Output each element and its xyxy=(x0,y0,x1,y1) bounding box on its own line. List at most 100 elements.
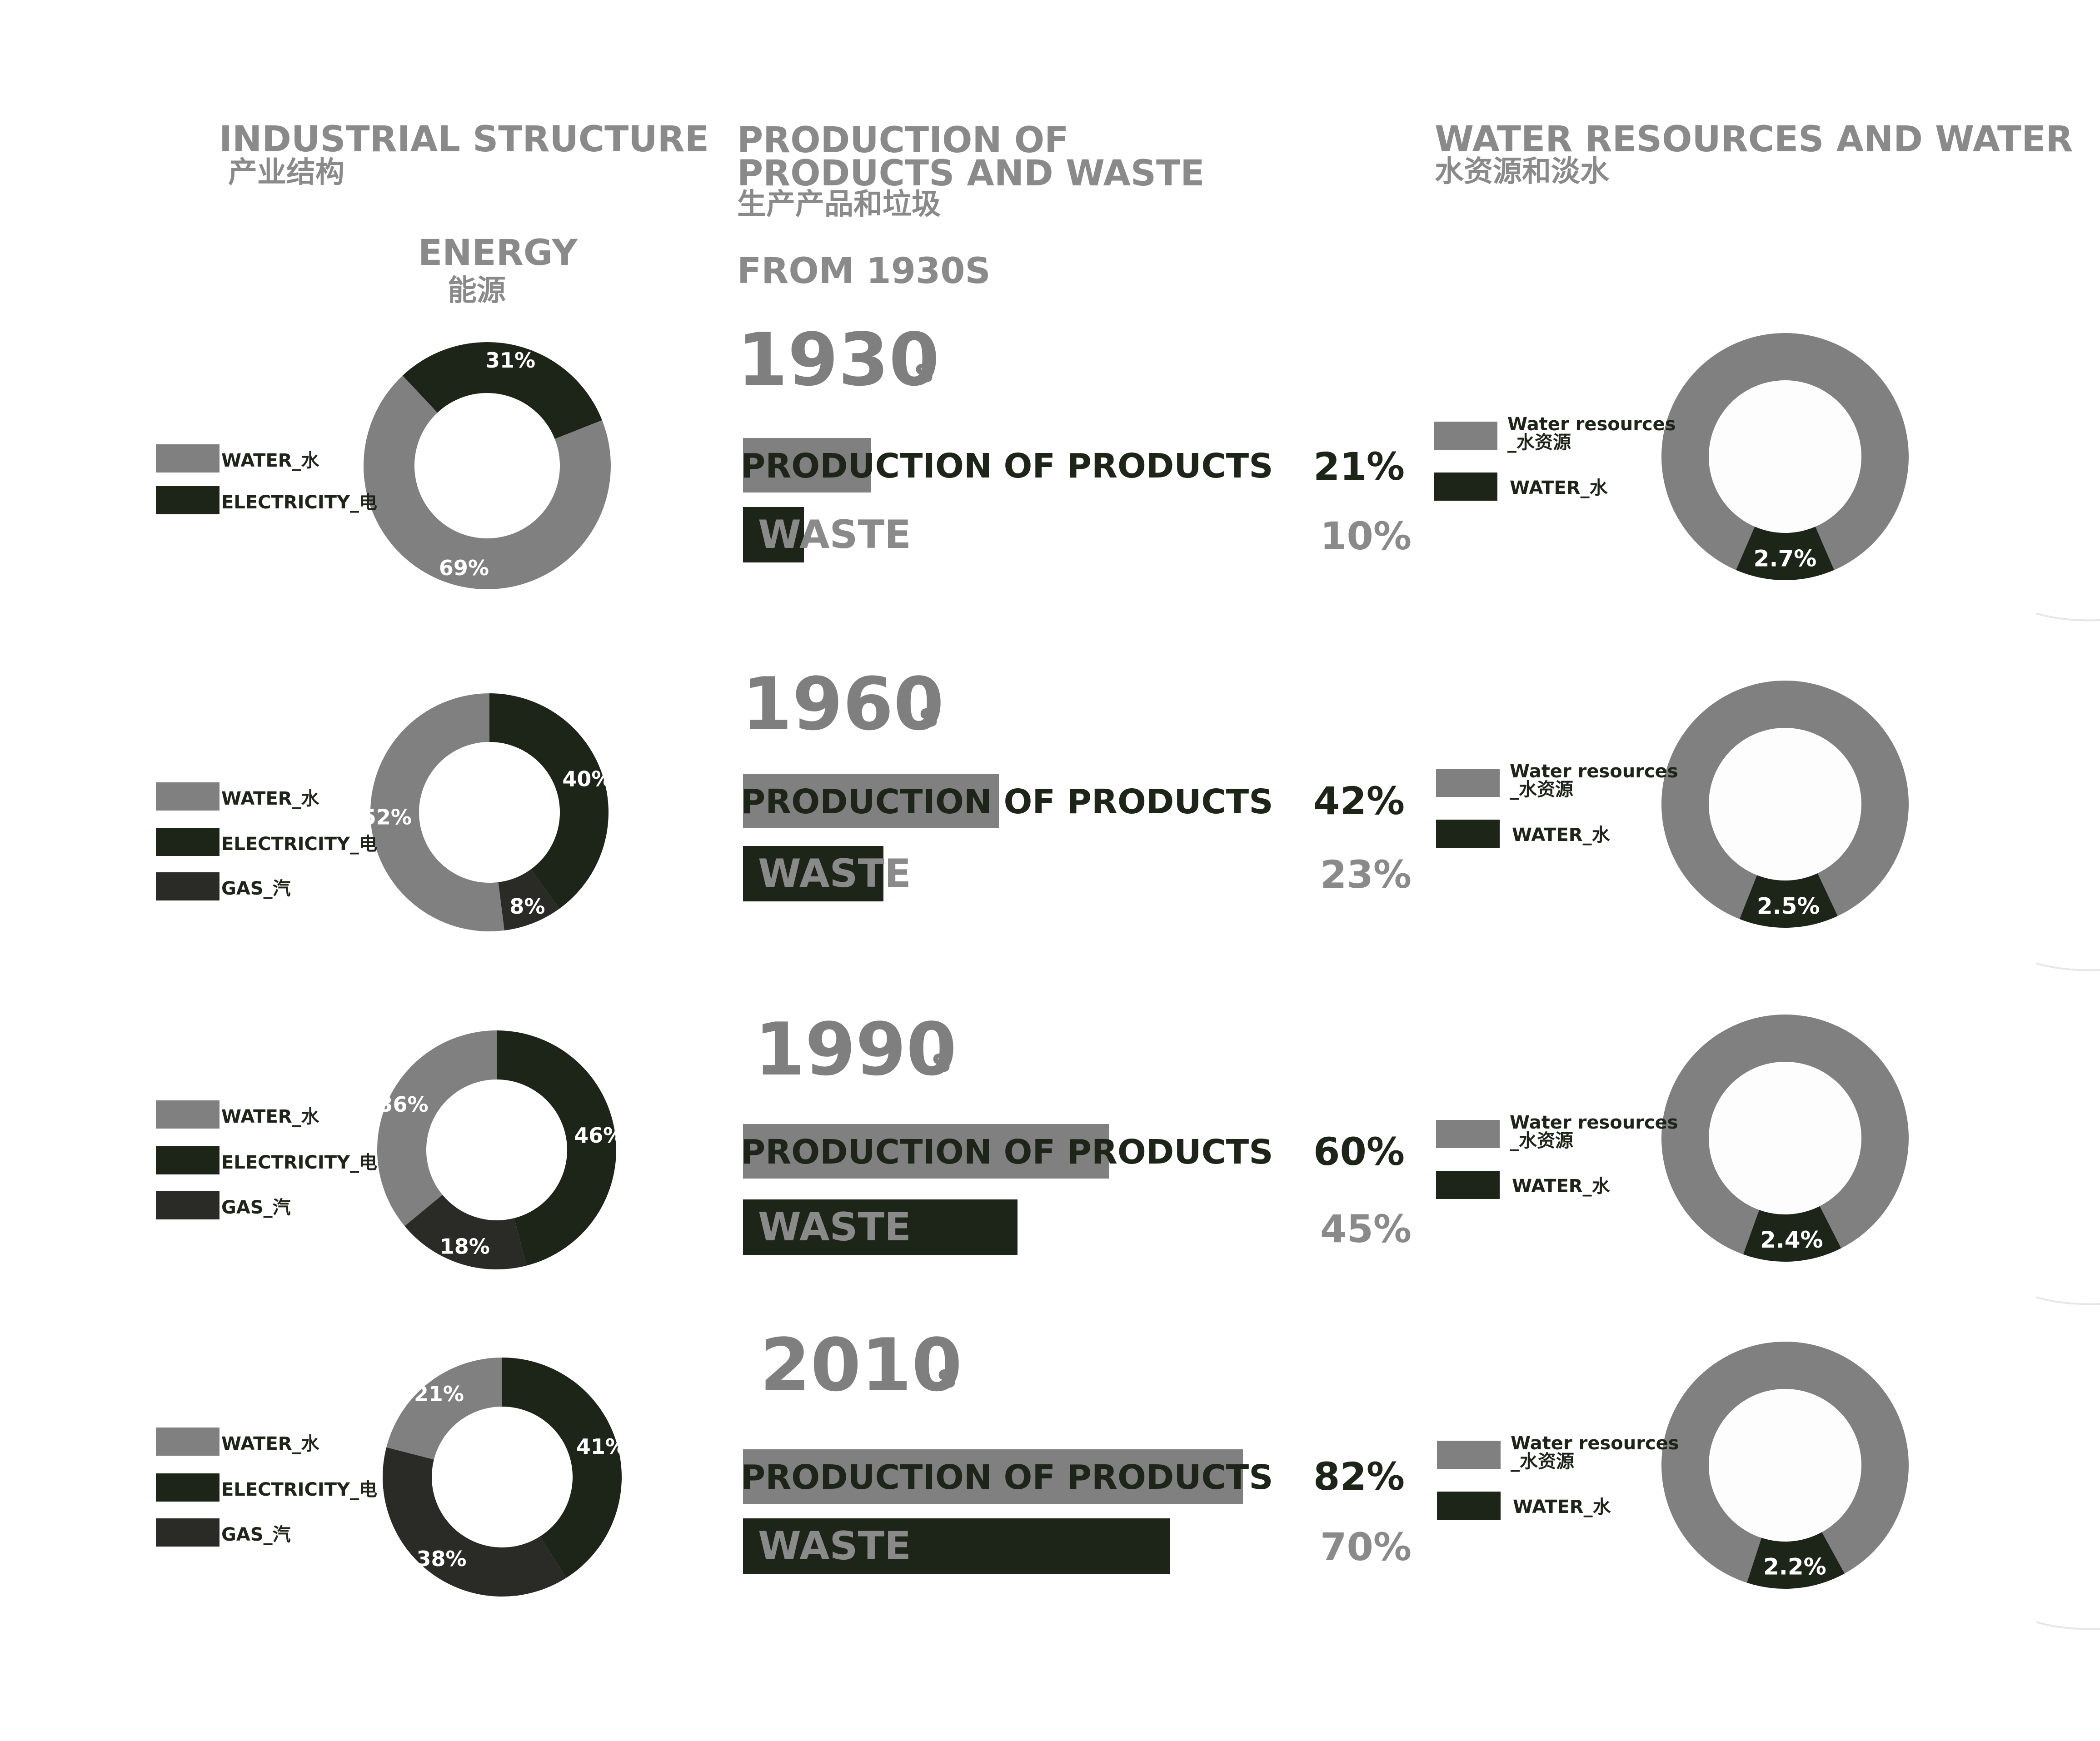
energy-legend-water-swatch xyxy=(156,444,219,473)
production-bar xyxy=(743,1449,1243,1504)
water-1990-hole xyxy=(1709,1062,1861,1214)
edge-arc-2 xyxy=(2035,962,2100,971)
waste-bar xyxy=(743,1199,1018,1255)
energy-legend-gas-swatch xyxy=(156,872,219,900)
energy-legend-gas-label: GAS_汽 xyxy=(221,1524,291,1545)
waste-bar xyxy=(743,1518,1170,1574)
energy-legend-gas-label: GAS_汽 xyxy=(221,1197,291,1218)
energy-1960-gas-label: 8% xyxy=(509,894,545,919)
water-resources-title-cn: 水资源和淡水 xyxy=(1435,155,1609,189)
water-1990-fresh-slice xyxy=(1743,1206,1841,1262)
water-resources-title: WATER RESOURCES AND WATER xyxy=(1435,119,2073,160)
energy-1990-water-slice xyxy=(377,1030,497,1226)
energy-1960-electricity-label: 40% xyxy=(562,767,612,791)
energy-legend-gas-swatch xyxy=(156,1518,219,1547)
water-2010-resources-slice xyxy=(1661,1341,1909,1583)
water-legend-fresh-label: WATER_水 xyxy=(1512,1176,1610,1197)
production-label: PRODUCTION OF PRODUCTS xyxy=(741,447,1273,486)
decade-suffix: s xyxy=(914,352,934,390)
energy-legend-water-label: WATER_水 xyxy=(221,450,319,471)
water-legend-fresh-swatch xyxy=(1436,820,1500,848)
energy-2010-gas-slice xyxy=(382,1447,566,1597)
production-bar xyxy=(743,774,999,828)
energy-title: ENERGY xyxy=(418,233,578,274)
production-percent: 82% xyxy=(1313,1454,1405,1499)
decade-year: 1960 xyxy=(742,662,944,746)
energy-legend-water-swatch xyxy=(156,1100,219,1129)
decade-year: 1990 xyxy=(754,1007,957,1092)
water-1960-fresh-label: 2.5% xyxy=(1757,893,1820,919)
waste-label: WASTE xyxy=(758,512,911,557)
energy-legend-electricity-label: ELECTRICITY_电 xyxy=(221,1479,377,1500)
water-1930-hole xyxy=(1709,381,1861,532)
energy-1930-water-slice xyxy=(364,375,611,589)
production-title-cn: 生产产品和垃圾 xyxy=(737,188,941,221)
energy-1990-electricity-slice xyxy=(497,1030,616,1266)
water-legend-resources-label-cn: _水资源 xyxy=(1507,432,1571,453)
water-legend-resources-label: Water resources xyxy=(1510,761,1678,782)
decade-suffix: s xyxy=(919,696,938,734)
edge-decoration xyxy=(2035,612,2100,1630)
water-1960-resources-slice xyxy=(1661,681,1909,919)
waste-percent: 23% xyxy=(1320,852,1412,897)
energy-legend-electricity-swatch xyxy=(156,1473,219,1502)
waste-bar xyxy=(743,507,804,562)
production-bar xyxy=(743,438,871,492)
energy-legend-water-swatch xyxy=(156,1428,219,1456)
energy-2010-electricity-slice xyxy=(502,1358,622,1578)
water-legend-resources-swatch xyxy=(1436,1120,1500,1148)
water-legend-fresh-label: WATER_水 xyxy=(1512,825,1610,846)
production-bar xyxy=(743,1124,1109,1179)
decade-suffix: s xyxy=(937,1357,957,1395)
production-label: PRODUCTION OF PRODUCTS xyxy=(741,1133,1273,1172)
energy-legend-gas-swatch xyxy=(156,1191,219,1219)
waste-percent: 45% xyxy=(1320,1207,1412,1251)
water-1990-resources-slice xyxy=(1661,1015,1909,1254)
energy-1960-water-label: 52% xyxy=(362,805,412,830)
water-legend-fresh-label: WATER_水 xyxy=(1513,1497,1611,1517)
water-1930-fresh-slice xyxy=(1736,527,1835,580)
edge-arc-1 xyxy=(2035,612,2100,622)
energy-legend-water-label: WATER_水 xyxy=(221,1106,319,1127)
production-title-line1: PRODUCTION OF xyxy=(737,120,1069,161)
waste-label: WASTE xyxy=(758,1204,911,1250)
water-legend-fresh-swatch xyxy=(1434,473,1497,501)
energy-1930-water-label: 69% xyxy=(439,556,489,580)
water-legend-resources-label: Water resources xyxy=(1510,1112,1678,1133)
energy-legend-electricity-swatch xyxy=(156,486,219,514)
water-donut-charts: 2.7% 2.5% 2.4% 2.2% xyxy=(1661,333,1909,1589)
energy-legend-electricity-swatch xyxy=(156,1146,219,1174)
energy-1990-gas-slice xyxy=(404,1194,527,1269)
waste-percent: 10% xyxy=(1320,514,1412,558)
production-title-line2: PRODUCTS AND WASTE xyxy=(737,153,1205,194)
energy-legend-water-label: WATER_水 xyxy=(221,788,319,809)
energy-1990-electricity-label: 46% xyxy=(574,1123,624,1148)
edge-arc-3 xyxy=(2035,1296,2100,1305)
water-legend-resources-label-cn: _水资源 xyxy=(1510,779,1573,800)
energy-1930-electricity-slice xyxy=(402,342,602,439)
water-legend-resources-label: Water resources xyxy=(1507,414,1676,435)
water-legend-resources-swatch xyxy=(1436,769,1500,797)
water-legend-resources-swatch xyxy=(1434,422,1497,450)
industrial-structure-title: INDUSTRIAL STRUCTURE xyxy=(219,119,709,160)
water-1930-resources-slice xyxy=(1661,333,1909,570)
production-label: PRODUCTION OF PRODUCTS xyxy=(741,782,1273,821)
energy-2010-electricity-label: 41% xyxy=(576,1434,626,1459)
decade-suffix: s xyxy=(932,1041,951,1079)
production-percent: 21% xyxy=(1313,444,1405,489)
energy-donut-charts: 31% 69% 40% 8% 52% 46% 18% 36% 41% 38% 21% xyxy=(362,342,626,1597)
water-legend-fresh-swatch xyxy=(1436,1171,1500,1199)
energy-legend-electricity-label: ELECTRICITY_电 xyxy=(221,492,377,513)
energy-2010-water-label: 21% xyxy=(414,1382,464,1406)
water-legend-resources-swatch xyxy=(1437,1441,1501,1469)
production-from-label: FROM 1930S xyxy=(737,251,991,292)
water-legend-resources-label-cn: _水资源 xyxy=(1511,1451,1574,1472)
energy-legend-gas-label: GAS_汽 xyxy=(221,878,291,899)
energy-1930-electricity-label: 31% xyxy=(485,348,535,373)
water-1990-fresh-label: 2.4% xyxy=(1760,1227,1823,1253)
edge-arc-4 xyxy=(2035,1621,2100,1630)
water-legend-resources-label-cn: _水资源 xyxy=(1510,1130,1573,1151)
water-legend-fresh-swatch xyxy=(1437,1492,1501,1520)
water-1960-fresh-slice xyxy=(1739,873,1838,928)
